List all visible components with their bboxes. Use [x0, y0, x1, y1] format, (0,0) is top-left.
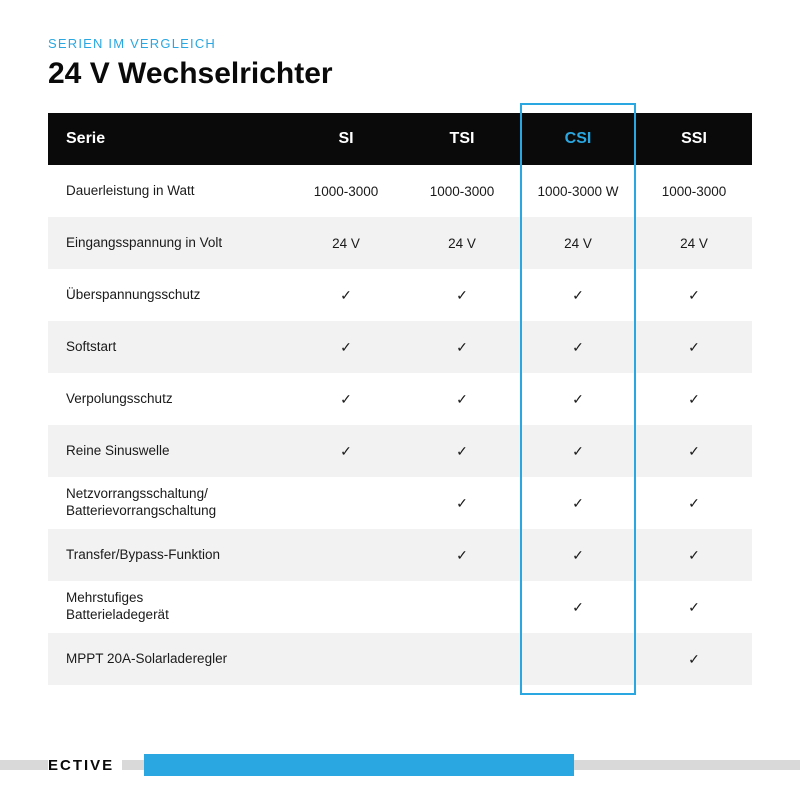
feature-label-text: Reine Sinuswelle	[66, 443, 288, 460]
cell: ✓	[636, 425, 752, 477]
table-row: Eingangsspannung in Volt24 V24 V24 V24 V	[48, 217, 752, 269]
feature-label: Verpolungsschutz	[48, 373, 288, 425]
col-header-serie: Serie	[48, 113, 288, 165]
table-row: Transfer/Bypass-Funktion✓✓✓	[48, 529, 752, 581]
feature-label: Überspannungsschutz	[48, 269, 288, 321]
cell: ✓	[520, 373, 636, 425]
feature-label: Netzvorrangsschaltung/Batterievorrangsch…	[48, 477, 288, 529]
table-row: MPPT 20A-Solarladeregler ✓	[48, 633, 752, 685]
cell: 24 V	[520, 217, 636, 269]
feature-label: Eingangsspannung in Volt	[48, 217, 288, 269]
feature-label-text: Transfer/Bypass-Funktion	[66, 547, 288, 564]
table-header-row: Serie SI TSI CSI SSI	[48, 113, 752, 165]
comparison-table-wrap: Serie SI TSI CSI SSI Dauerleistung in Wa…	[48, 113, 752, 685]
cell: ✓	[520, 321, 636, 373]
footer-blue-stripe	[144, 754, 574, 776]
cell: 1000-3000	[288, 165, 404, 217]
feature-label: Softstart	[48, 321, 288, 373]
cell: ✓	[636, 373, 752, 425]
cell: ✓	[636, 477, 752, 529]
col-header-ssi: SSI	[636, 113, 752, 165]
feature-label: MehrstufigesBatterieladegerät	[48, 581, 288, 633]
cell: ✓	[404, 529, 520, 581]
table-row: Softstart✓✓✓✓	[48, 321, 752, 373]
cell: ✓	[636, 581, 752, 633]
cell: 1000-3000 W	[520, 165, 636, 217]
cell: 24 V	[404, 217, 520, 269]
cell: 1000-3000	[636, 165, 752, 217]
table-row: Netzvorrangsschaltung/Batterievorrangsch…	[48, 477, 752, 529]
cell: ✓	[404, 321, 520, 373]
cell: ✓	[288, 425, 404, 477]
page-title: 24 V Wechselrichter	[48, 57, 752, 91]
table-row: Reine Sinuswelle✓✓✓✓	[48, 425, 752, 477]
feature-label: Reine Sinuswelle	[48, 425, 288, 477]
cell: ✓	[636, 529, 752, 581]
cell: ✓	[636, 321, 752, 373]
feature-label-text: Softstart	[66, 339, 288, 356]
eyebrow-label: SERIEN IM VERGLEICH	[48, 36, 752, 51]
cell: 1000-3000	[404, 165, 520, 217]
col-header-csi: CSI	[520, 113, 636, 165]
cell: 24 V	[636, 217, 752, 269]
feature-label-text: MPPT 20A-Solarladeregler	[66, 651, 288, 668]
table-row: Verpolungsschutz✓✓✓✓	[48, 373, 752, 425]
cell	[288, 529, 404, 581]
feature-label-text: Überspannungsschutz	[66, 287, 288, 304]
col-header-si: SI	[288, 113, 404, 165]
cell	[288, 633, 404, 685]
cell: ✓	[636, 269, 752, 321]
feature-label: MPPT 20A-Solarladeregler	[48, 633, 288, 685]
col-header-tsi: TSI	[404, 113, 520, 165]
cell: ✓	[288, 373, 404, 425]
table-row: Dauerleistung in Watt1000-30001000-30001…	[48, 165, 752, 217]
table-row: MehrstufigesBatterieladegerät ✓✓	[48, 581, 752, 633]
cell: ✓	[636, 633, 752, 685]
table-row: Überspannungsschutz✓✓✓✓	[48, 269, 752, 321]
cell: ✓	[520, 581, 636, 633]
cell	[404, 581, 520, 633]
cell: ✓	[288, 269, 404, 321]
feature-label: Dauerleistung in Watt	[48, 165, 288, 217]
cell: ✓	[404, 373, 520, 425]
cell: ✓	[404, 269, 520, 321]
cell: ✓	[404, 477, 520, 529]
cell	[404, 633, 520, 685]
feature-label-text: MehrstufigesBatterieladegerät	[66, 590, 288, 624]
feature-label-text: Verpolungsschutz	[66, 391, 288, 408]
feature-label-text: Dauerleistung in Watt	[66, 183, 288, 200]
brand-logo: ECTIVE	[48, 754, 122, 776]
cell: ✓	[520, 269, 636, 321]
comparison-table: Serie SI TSI CSI SSI Dauerleistung in Wa…	[48, 113, 752, 685]
feature-label-text: Eingangsspannung in Volt	[66, 235, 288, 252]
cell	[288, 581, 404, 633]
cell: ✓	[288, 321, 404, 373]
feature-label-text: Netzvorrangsschaltung/Batterievorrangsch…	[66, 486, 288, 520]
cell	[520, 633, 636, 685]
feature-label: Transfer/Bypass-Funktion	[48, 529, 288, 581]
cell: 24 V	[288, 217, 404, 269]
cell: ✓	[520, 477, 636, 529]
cell: ✓	[520, 425, 636, 477]
footer-bar: ECTIVE	[0, 754, 800, 776]
cell: ✓	[520, 529, 636, 581]
cell	[288, 477, 404, 529]
cell: ✓	[404, 425, 520, 477]
